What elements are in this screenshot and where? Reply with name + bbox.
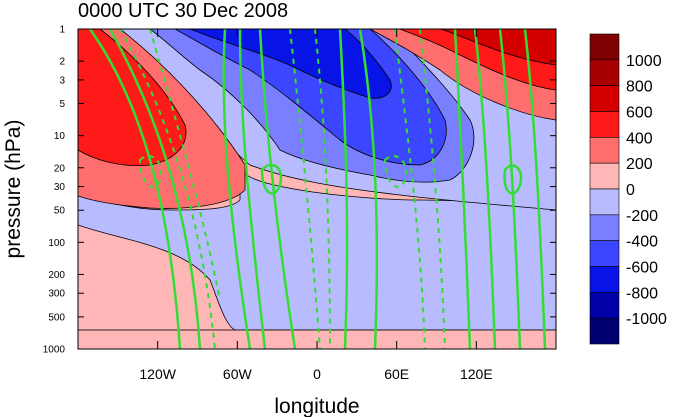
contour-line [258,29,297,349]
colorbar-label: -600 [626,260,658,277]
y-tick-label: 1 [59,25,65,36]
contour-line-dashed [394,29,426,349]
contour-line [88,29,182,349]
colorbar-label: 200 [626,156,653,173]
x-axis: 120W 60W 0 60E 120E [139,29,493,382]
colorbar-swatch [589,137,620,164]
contour-line-dashed [419,29,446,349]
contour-line [523,29,547,349]
y-tick-label: 3 [59,75,65,86]
surface-band [78,329,556,349]
y-tick-label: 1000 [43,345,66,356]
colorbar: 1000 800 600 400 200 0 -200 -400 -600 -800 -1000 [589,33,667,345]
contour-line-dashed [289,29,321,349]
contour-line [338,29,349,349]
y-tick-label: 100 [48,238,65,249]
y-tick-label: 20 [54,163,66,174]
overlay-contours-negative [119,29,446,349]
colorbar-swatch [589,266,620,293]
colorbar-swatch [589,59,620,86]
colorbar-label: 0 [626,182,635,199]
contour-line [358,29,379,349]
colorbar-swatch [589,85,620,112]
colorbar-swatch [589,33,620,61]
colorbar-label: -1000 [626,311,667,328]
filled-contour-negative-stronger [174,29,447,166]
plot-area [78,29,556,349]
contour-line [238,29,267,349]
y-tick-label: 10 [54,131,66,142]
colorbar-label: -800 [626,285,658,302]
overlay-contours [88,29,547,349]
filled-contour-positive-strong [78,29,187,167]
y-axis-label: pressure (hPa) [2,120,25,259]
y-tick-label: 5 [59,99,65,110]
contour-line [108,29,202,349]
colorbar-swatch [589,214,620,241]
x-tick-label: 120W [139,366,176,382]
y-tick-label: 2 [59,57,65,68]
x-tick-label: 120E [460,366,493,382]
y-tick-label: 50 [54,206,66,217]
contour-loop-dashed [138,155,162,188]
contour-loop [260,163,283,195]
colorbar-swatch [589,292,620,319]
contour-line [498,29,522,349]
colorbar-label: 600 [626,105,653,122]
colorbar-swatch [589,240,620,267]
contour-line-dashed [314,29,331,349]
chart-title: 0000 UTC 30 Dec 2008 [78,0,288,22]
y-tick-label: 300 [48,289,65,300]
contour-loop-dashed [383,155,407,188]
colorbar-label: -200 [626,208,658,225]
contour-loop [503,164,523,195]
colorbar-label: 400 [626,130,653,147]
y-tick-label: 200 [48,270,65,281]
contour-line [222,29,252,349]
x-tick-label: 0 [313,366,321,382]
colorbar-swatch [589,188,620,216]
contour-line [453,29,472,349]
x-axis-label: longitude [274,395,359,417]
x-tick-label: 60W [223,366,253,382]
x-tick-label: 60E [384,366,409,382]
contour-line-dashed [149,29,221,301]
colorbar-label: 800 [626,79,653,96]
colorbar-label: 1000 [626,53,662,70]
colorbar-swatch [589,317,620,345]
y-tick-label: 30 [54,182,66,193]
colorbar-swatch [589,162,620,190]
y-axis: 1 2 3 5 10 20 30 50 100 200 300 500 1000 [43,25,556,356]
contour-line-dashed [119,29,216,349]
y-tick-label: 500 [48,312,65,323]
colorbar-label: -400 [626,234,658,251]
contour-line [473,29,497,349]
colorbar-swatch [589,111,620,138]
